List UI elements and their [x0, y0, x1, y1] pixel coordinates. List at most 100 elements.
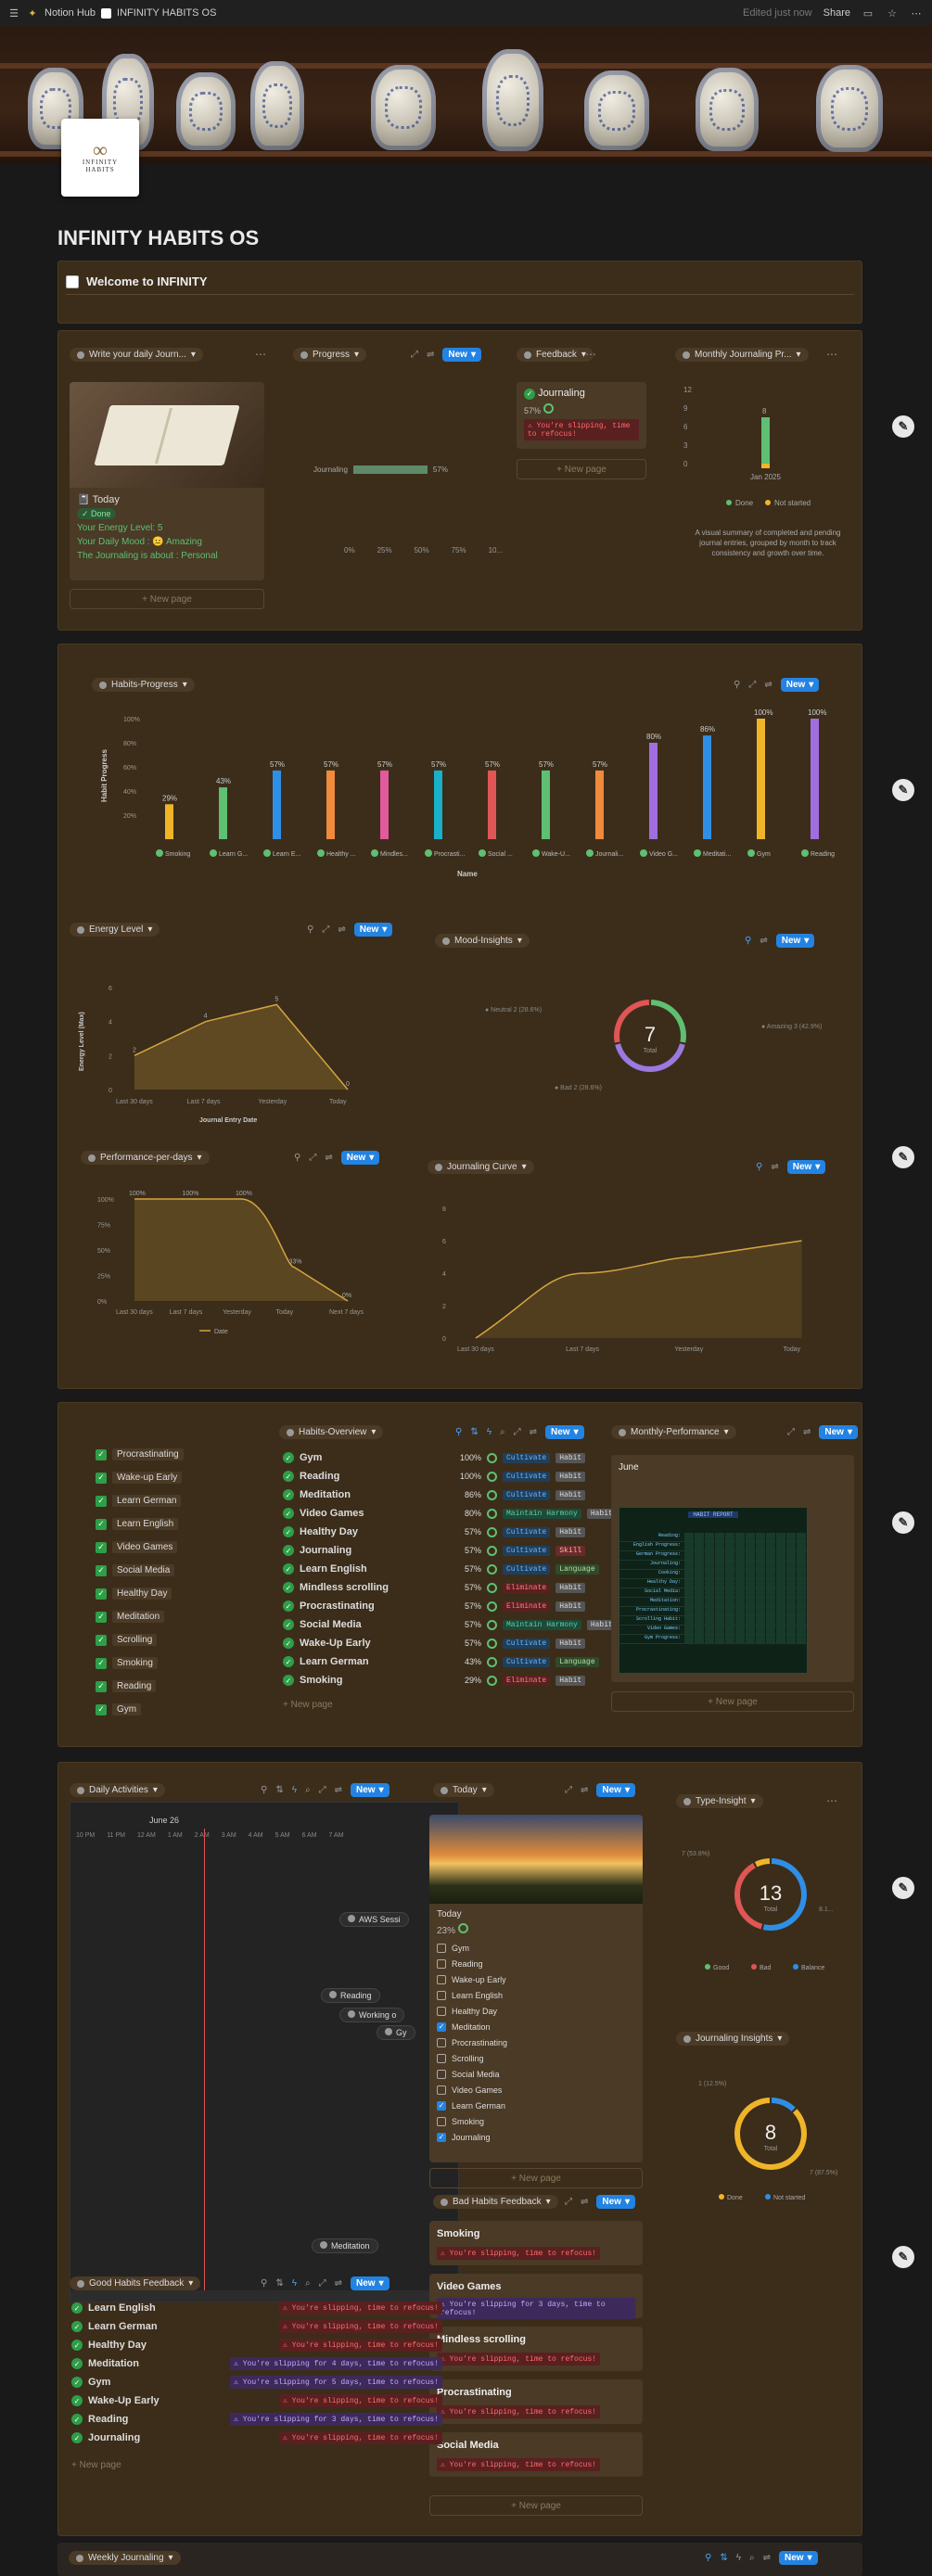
filter-icon[interactable]: ⚲ — [745, 936, 752, 946]
settings-icon[interactable]: ⇌ — [529, 1427, 538, 1437]
sort-icon[interactable]: ⇅ — [470, 1427, 479, 1437]
timeline-event[interactable]: Gy — [377, 2025, 415, 2040]
filter-icon[interactable]: ⚲ — [307, 925, 314, 935]
good-habit-row[interactable]: ✓ Reading ⚠ You're slipping for 3 days, ti… — [71, 2410, 442, 2429]
view-chip-journaling-insights[interactable]: Journaling Insights ▾ — [676, 2032, 790, 2046]
new-page-button[interactable]: + New page — [429, 2495, 643, 2516]
side-comment-icon[interactable]: ✎ — [892, 1146, 914, 1168]
today-card[interactable]: Today 23% Gym Reading Wake-up Early Learn E… — [429, 1815, 643, 2162]
monthly-performance-card[interactable]: June HABIT REPORT Reading: English Progre… — [611, 1455, 854, 1682]
lightning-icon[interactable]: ϟ — [735, 2553, 742, 2563]
view-chip-bad-habits[interactable]: Bad Habits Feedback ▾ — [433, 2195, 558, 2209]
checkbox-icon[interactable]: ✓ — [96, 1611, 107, 1623]
checklist-item[interactable]: ✓ Gym — [96, 1698, 184, 1721]
view-chip-journal[interactable]: Write your daily Journ... ▾ — [70, 348, 203, 362]
more-icon[interactable]: ⋯ — [585, 348, 596, 361]
good-habit-row[interactable]: ✓ Journaling ⚠ You're slipping, time to re… — [71, 2429, 442, 2447]
today-item[interactable]: Smoking — [437, 2113, 635, 2129]
overview-row[interactable]: ✓ Social Media 57% Maintain Harmony Habit — [283, 1615, 635, 1634]
lightning-icon[interactable]: ϟ — [486, 1427, 492, 1437]
checklist-item[interactable]: ✓ Learn English — [96, 1512, 184, 1536]
checkbox-icon[interactable] — [437, 2085, 446, 2095]
side-comment-icon[interactable]: ✎ — [892, 779, 914, 801]
checkbox-icon[interactable] — [437, 2116, 446, 2126]
search-icon[interactable]: ⌕ — [749, 2553, 755, 2563]
view-chip-energy-level[interactable]: Energy Level ▾ — [70, 923, 160, 937]
lightning-icon[interactable]: ϟ — [291, 2278, 298, 2289]
side-comment-icon[interactable]: ✎ — [892, 1877, 914, 1899]
expand-icon[interactable]: ⤢ — [513, 1427, 521, 1437]
checkbox-icon[interactable] — [437, 2006, 446, 2016]
checkbox-icon[interactable] — [437, 1990, 446, 2000]
new-page-button[interactable]: + New page — [283, 1700, 333, 1710]
expand-icon[interactable]: ⤢ — [318, 2278, 326, 2289]
view-chip-habits-overview[interactable]: Habits-Overview ▾ — [279, 1425, 384, 1439]
bad-habit-card[interactable]: Video Games ⚠ You're slipping for 3 days,… — [429, 2274, 643, 2319]
side-comment-icon[interactable]: ✎ — [892, 2246, 914, 2268]
new-page-button[interactable]: + New page — [611, 1691, 854, 1712]
checkbox-icon[interactable]: ✓ — [96, 1472, 107, 1484]
today-item[interactable]: ✓ Meditation — [437, 2019, 635, 2034]
settings-icon[interactable]: ⇌ — [762, 2553, 772, 2563]
new-button[interactable]: New ▾ — [340, 1151, 380, 1165]
bad-habit-card[interactable]: Procrastinating ⚠ You're slipping, time t… — [429, 2379, 643, 2424]
overview-row[interactable]: ✓ Reading 100% Cultivate Habit — [283, 1467, 635, 1486]
overview-row[interactable]: ✓ Learn German 43% Cultivate Language — [283, 1652, 635, 1671]
journal-card[interactable]: 📓 Today ✓ Done Your Energy Level: 5 Your… — [70, 382, 264, 580]
settings-icon[interactable]: ⇌ — [334, 1785, 343, 1795]
checkbox-icon[interactable] — [437, 2069, 446, 2079]
filter-icon[interactable]: ⚲ — [455, 1427, 463, 1437]
new-button[interactable]: New ▾ — [353, 923, 393, 937]
settings-icon[interactable]: ⇌ — [427, 350, 435, 360]
menu-icon[interactable]: ☰ — [9, 7, 19, 19]
view-chip-progress[interactable]: Progress ▾ — [293, 348, 367, 362]
checklist-item[interactable]: ✓ Healthy Day — [96, 1582, 184, 1605]
expand-icon[interactable]: ⤢ — [787, 1427, 795, 1437]
overview-row[interactable]: ✓ Meditation 86% Cultivate Habit — [283, 1486, 635, 1504]
sort-icon[interactable]: ⇅ — [720, 2553, 728, 2563]
filter-icon[interactable]: ⚲ — [261, 2278, 268, 2289]
search-icon[interactable]: ⌕ — [500, 1427, 505, 1437]
new-button[interactable]: New ▾ — [779, 2551, 818, 2565]
overview-row[interactable]: ✓ Smoking 29% Eliminate Habit — [283, 1671, 635, 1690]
checkbox-icon[interactable]: ✓ — [96, 1564, 107, 1576]
expand-icon[interactable]: ⤢ — [309, 1153, 317, 1163]
checkbox-icon[interactable] — [437, 2053, 446, 2063]
settings-icon[interactable]: ⇌ — [334, 2278, 343, 2289]
overview-row[interactable]: ✓ Mindless scrolling 57% Eliminate Habit — [283, 1578, 635, 1597]
today-item[interactable]: Healthy Day — [437, 2003, 635, 2019]
more-icon[interactable]: ⋯ — [911, 7, 922, 19]
checklist-item[interactable]: ✓ Procrastinating — [96, 1443, 184, 1466]
breadcrumb-page[interactable]: INFINITY HABITS OS — [117, 7, 217, 19]
checkbox-icon[interactable]: ✓ — [437, 2100, 446, 2111]
view-chip-today[interactable]: Today ▾ — [433, 1783, 494, 1797]
overview-row[interactable]: ✓ Journaling 57% Cultivate Skill — [283, 1541, 635, 1560]
good-habit-row[interactable]: ✓ Wake-Up Early ⚠ You're slipping, time to… — [71, 2391, 442, 2410]
view-chip-journaling-curve[interactable]: Journaling Curve ▾ — [428, 1160, 534, 1174]
good-habit-row[interactable]: ✓ Gym ⚠ You're slipping for 5 days, time t… — [71, 2373, 442, 2391]
new-page-button[interactable]: + New page — [517, 459, 646, 479]
filter-icon[interactable]: ⚲ — [756, 1162, 763, 1172]
checklist-item[interactable]: ✓ Scrolling — [96, 1628, 184, 1651]
new-button[interactable]: New ▾ — [545, 1425, 584, 1439]
new-button[interactable]: New ▾ — [780, 678, 820, 692]
checklist-item[interactable]: ✓ Video Games — [96, 1536, 184, 1559]
today-item[interactable]: ✓ Learn German — [437, 2098, 635, 2113]
timeline-event[interactable]: Meditation — [312, 2238, 378, 2253]
overview-row[interactable]: ✓ Procrastinating 57% Eliminate Habit — [283, 1597, 635, 1615]
checklist-item[interactable]: ✓ Reading — [96, 1675, 184, 1698]
today-item[interactable]: Scrolling — [437, 2050, 635, 2066]
timeline-event[interactable]: Reading — [321, 1988, 380, 2003]
checklist-item[interactable]: ✓ Wake-up Early — [96, 1466, 184, 1489]
more-icon[interactable]: ⋯ — [826, 348, 837, 361]
new-button[interactable]: New ▾ — [819, 1425, 858, 1439]
checklist-item[interactable]: ✓ Learn German — [96, 1489, 184, 1512]
checkbox-icon[interactable]: ✓ — [96, 1541, 107, 1553]
expand-icon[interactable]: ⤢ — [748, 680, 757, 690]
checkbox-icon[interactable] — [437, 1974, 446, 1984]
today-item[interactable]: ✓ Journaling — [437, 2129, 635, 2145]
checkbox-icon[interactable]: ✓ — [437, 2021, 446, 2032]
sort-icon[interactable]: ⇅ — [275, 1785, 284, 1795]
share-button[interactable]: Share — [823, 7, 850, 19]
view-chip-daily-activities[interactable]: Daily Activities ▾ — [70, 1783, 165, 1797]
